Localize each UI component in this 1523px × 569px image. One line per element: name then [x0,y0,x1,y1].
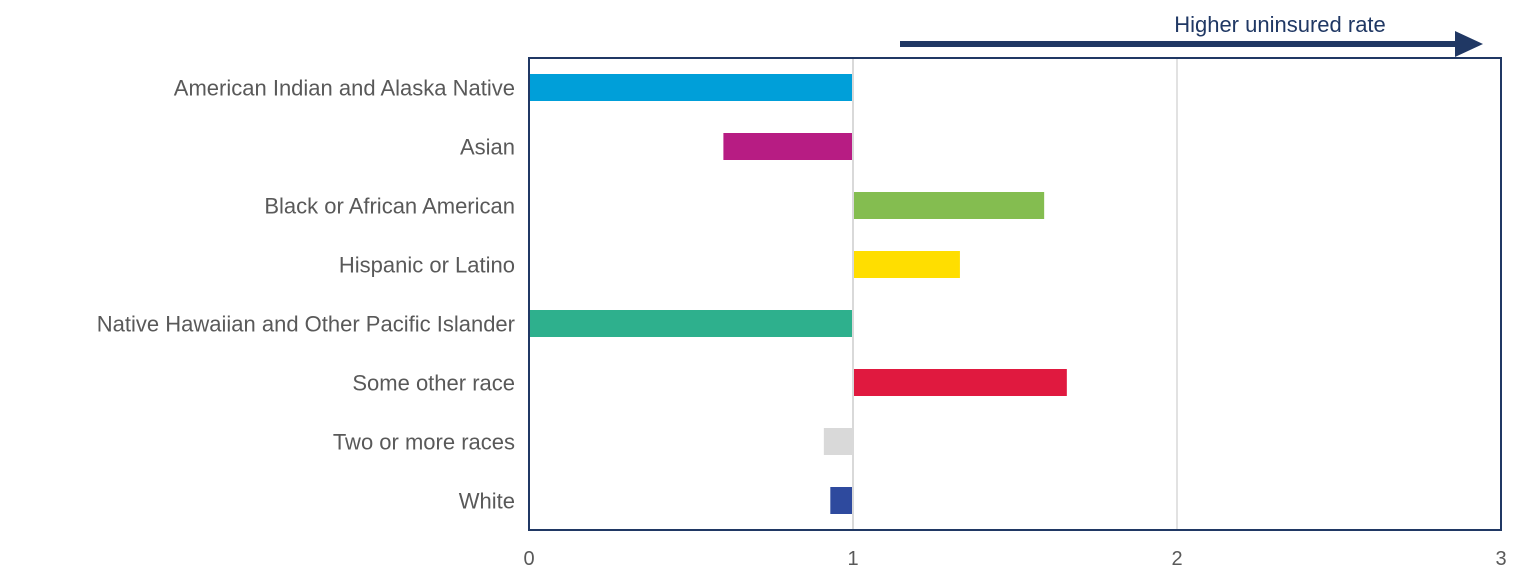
bar [529,310,853,337]
category-label: Two or more races [333,430,515,455]
bar [853,369,1067,396]
category-label: White [459,489,515,514]
tick-label: 1 [847,548,858,569]
bar [823,428,853,455]
bar [529,74,853,101]
tick-label: 2 [1171,548,1182,569]
category-label: Some other race [352,371,515,396]
tick-label: 0 [523,548,534,569]
grid-layer [852,58,1178,530]
category-label: Hispanic or Latino [339,253,515,278]
plot-frame [528,57,1502,531]
category-label: Asian [460,135,515,160]
tick-label: 3 [1495,548,1506,569]
x-axis-ticks: 0 1 2 3 [523,548,1506,569]
bar [723,133,853,160]
category-labels: American Indian and Alaska Native Asian Bl… [97,76,515,514]
annotation-arrow-head [1455,31,1483,57]
category-label: Native Hawaiian and Other Pacific Island… [97,312,515,337]
bar [853,251,960,278]
bar [830,487,853,514]
bar [853,192,1045,219]
category-label: Black or African American [264,194,515,219]
annotation-text: Higher uninsured rate [1174,12,1386,37]
category-label: American Indian and Alaska Native [174,76,515,101]
bars-layer [529,58,1067,530]
annotation: Higher uninsured rate [900,12,1483,57]
